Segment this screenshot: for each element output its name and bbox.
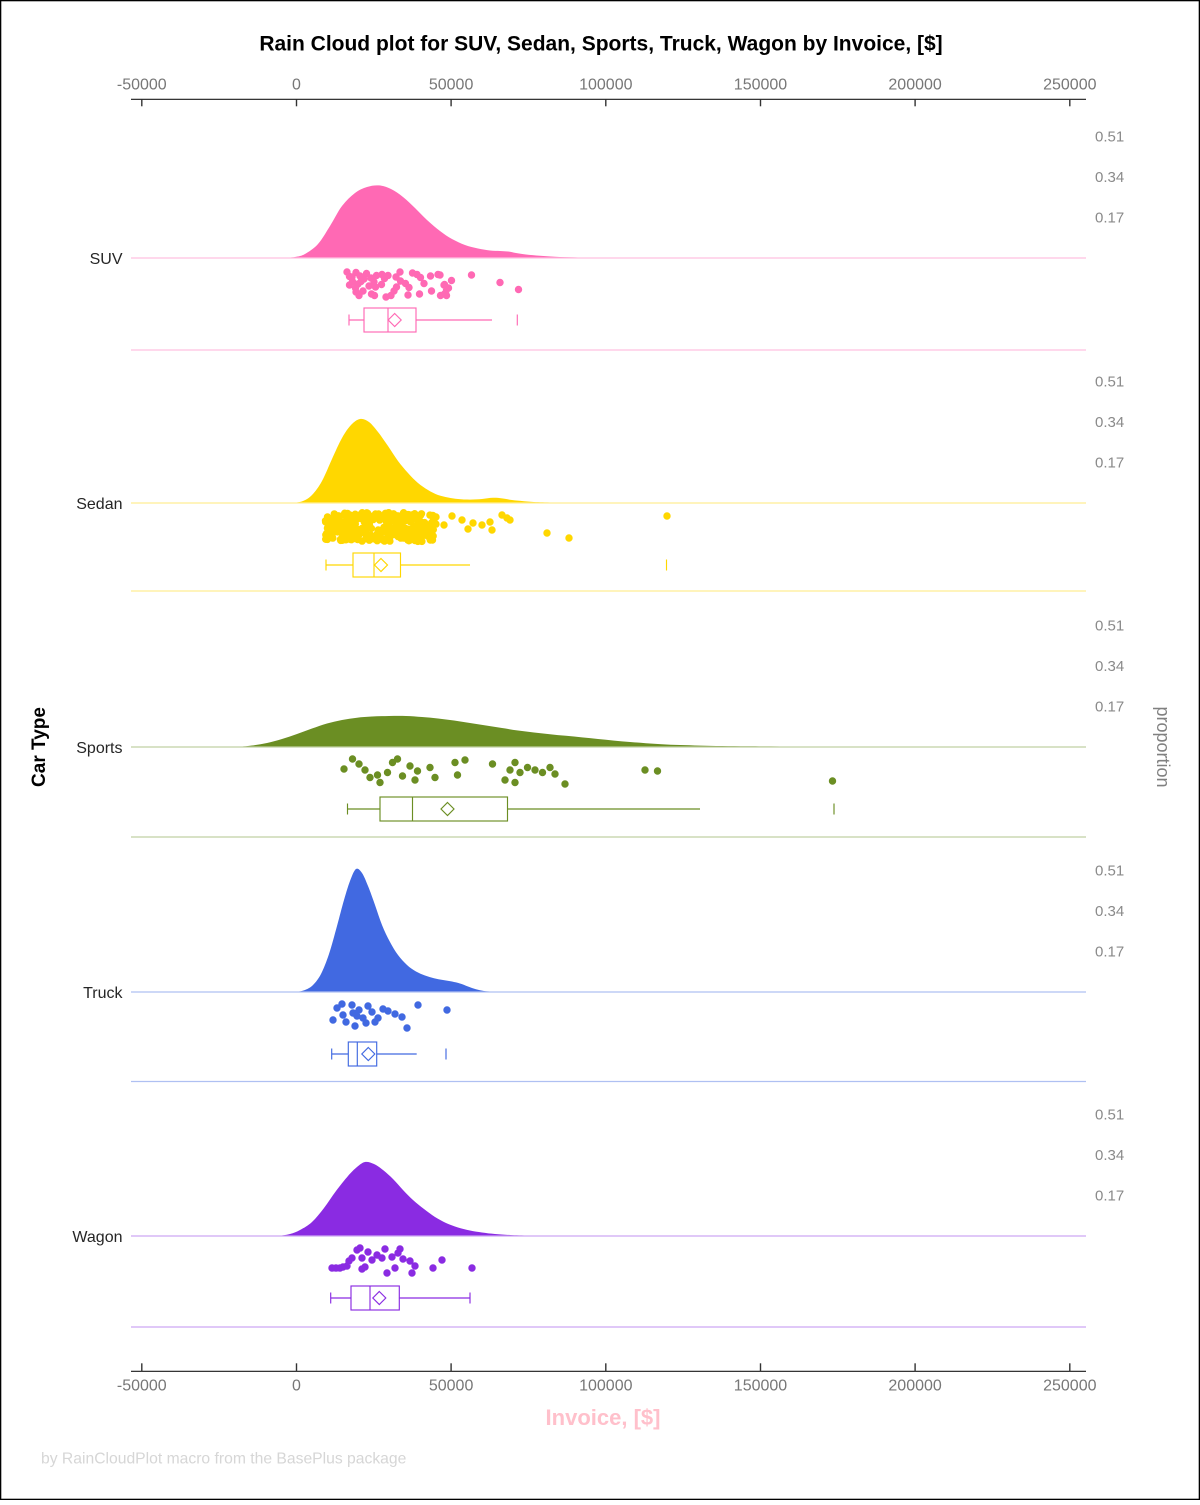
svg-text:200000: 200000 — [888, 1378, 941, 1395]
svg-text:0.34: 0.34 — [1095, 658, 1124, 675]
svg-text:proportion: proportion — [1153, 706, 1173, 787]
svg-text:Car Type: Car Type — [29, 707, 50, 787]
svg-text:0.17: 0.17 — [1095, 944, 1124, 961]
svg-text:Wagon: Wagon — [72, 1229, 122, 1246]
svg-text:0.17: 0.17 — [1095, 455, 1124, 472]
svg-text:0.51: 0.51 — [1095, 129, 1124, 146]
svg-text:Truck: Truck — [83, 985, 123, 1002]
svg-text:Invoice, [$]: Invoice, [$] — [546, 1405, 661, 1430]
svg-text:0: 0 — [292, 1378, 301, 1395]
svg-text:0: 0 — [292, 77, 301, 94]
svg-text:250000: 250000 — [1043, 1378, 1096, 1395]
svg-text:0.51: 0.51 — [1095, 374, 1124, 391]
svg-text:0.17: 0.17 — [1095, 210, 1124, 227]
svg-text:-50000: -50000 — [117, 1378, 167, 1395]
svg-text:100000: 100000 — [579, 77, 632, 94]
svg-text:0.51: 0.51 — [1095, 863, 1124, 880]
svg-text:0.34: 0.34 — [1095, 903, 1124, 920]
svg-text:SUV: SUV — [90, 251, 123, 268]
svg-text:100000: 100000 — [579, 1378, 632, 1395]
svg-text:-50000: -50000 — [117, 77, 167, 94]
svg-text:Sedan: Sedan — [76, 496, 122, 513]
svg-text:Rain Cloud plot for SUV, Sedan: Rain Cloud plot for SUV, Sedan, Sports, … — [259, 33, 942, 56]
svg-text:0.34: 0.34 — [1095, 414, 1124, 431]
svg-text:50000: 50000 — [429, 77, 474, 94]
svg-text:250000: 250000 — [1043, 77, 1096, 94]
svg-text:0.17: 0.17 — [1095, 1188, 1124, 1205]
svg-text:0.51: 0.51 — [1095, 1107, 1124, 1124]
svg-text:by RainCloudPlot macro from th: by RainCloudPlot macro from the BasePlus… — [41, 1451, 407, 1468]
svg-text:150000: 150000 — [734, 1378, 787, 1395]
svg-text:150000: 150000 — [734, 77, 787, 94]
svg-text:0.17: 0.17 — [1095, 699, 1124, 716]
svg-text:50000: 50000 — [429, 1378, 474, 1395]
svg-text:0.34: 0.34 — [1095, 1147, 1124, 1164]
svg-text:200000: 200000 — [888, 77, 941, 94]
svg-text:0.51: 0.51 — [1095, 618, 1124, 635]
svg-text:Sports: Sports — [76, 740, 122, 757]
svg-text:0.34: 0.34 — [1095, 169, 1124, 186]
